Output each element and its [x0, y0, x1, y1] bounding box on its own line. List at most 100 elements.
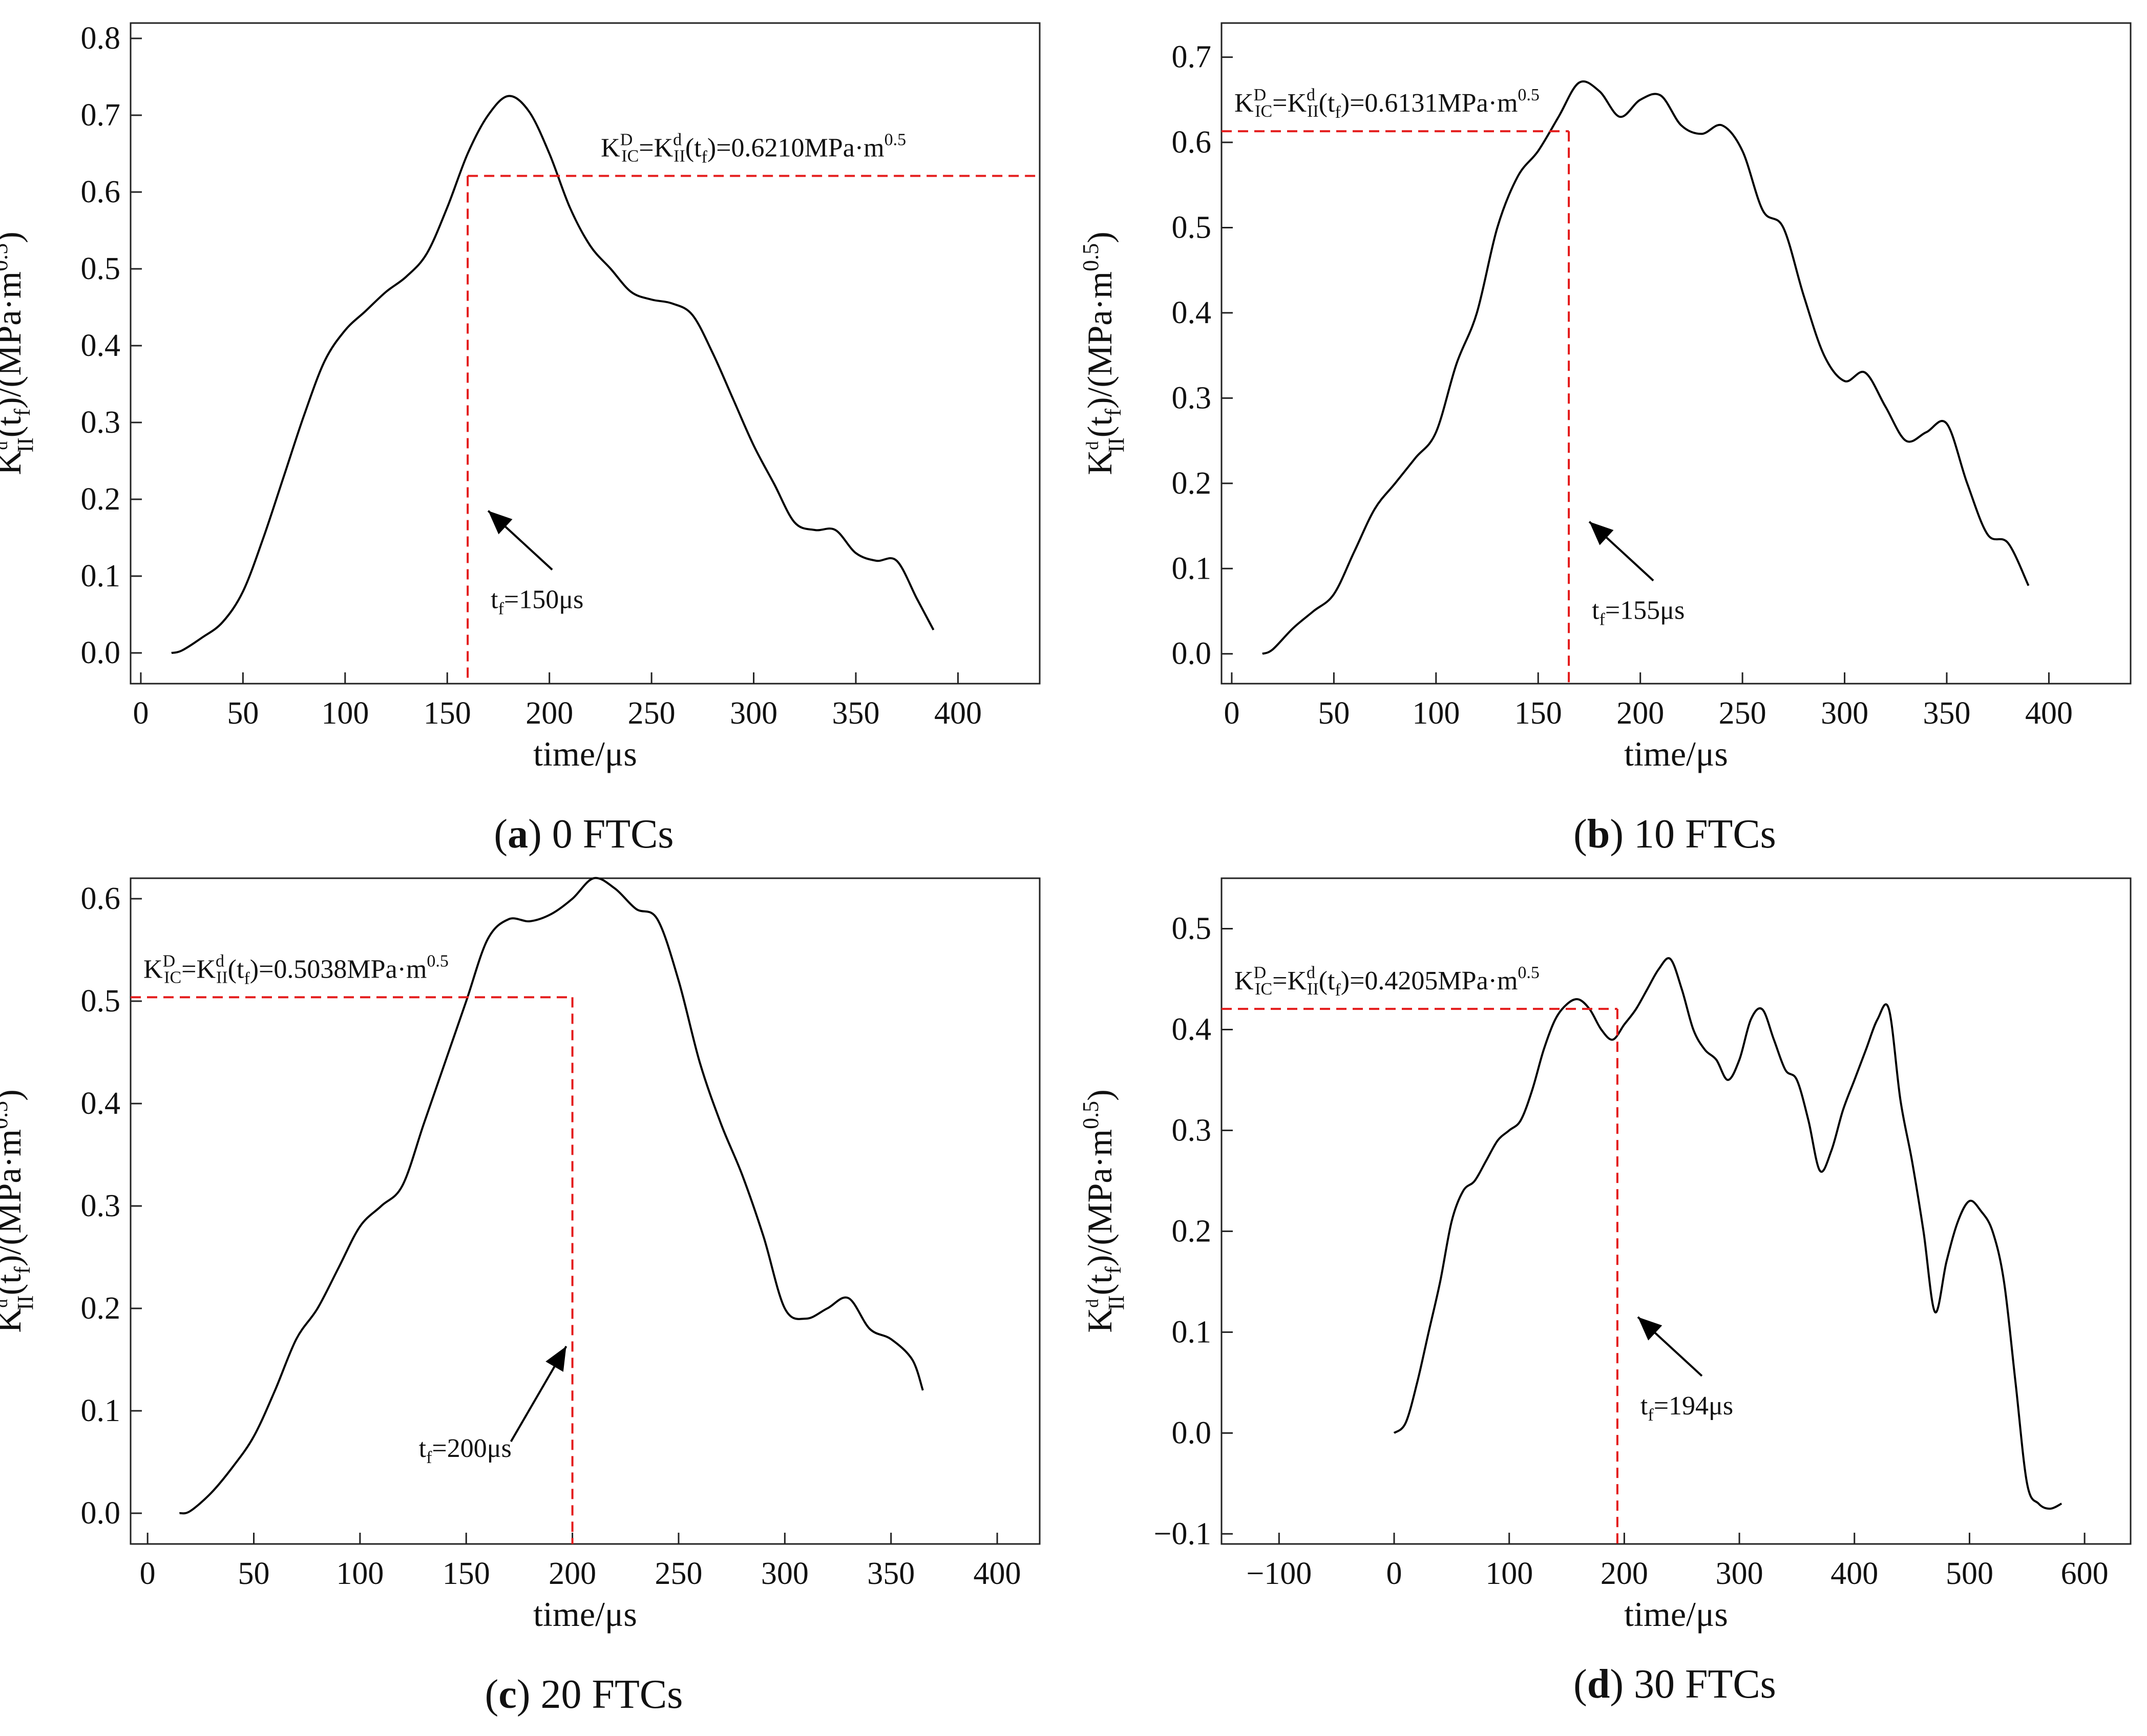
y-tick-label: 0.4 [81, 328, 121, 363]
plot-frame [1220, 877, 2132, 1545]
panel-caption: (b) 10 FTCs [1573, 812, 1776, 857]
x-tick-label: 50 [1318, 696, 1350, 731]
x-tick-label: 350 [832, 696, 880, 731]
y-axis-label: KdII(tf)/(MPa·m0.5) [1078, 231, 1129, 475]
y-tick-label: −0.1 [1154, 1516, 1211, 1551]
y-tick-label: 0.4 [81, 1086, 121, 1121]
y-tick-label: 0.3 [1172, 380, 1212, 415]
x-tick-label: 150 [1514, 696, 1562, 731]
series-line [179, 877, 924, 1515]
series-line [1262, 80, 2030, 655]
tf-annotation: tf=155μs [1592, 596, 1685, 629]
x-tick-label: 300 [730, 696, 777, 731]
arrow-head-icon [545, 1346, 566, 1372]
y-tick-label: 0.8 [81, 21, 121, 56]
x-tick-label: 400 [1830, 1556, 1878, 1591]
y-tick-label: 0.2 [81, 482, 121, 517]
plot-frame [1220, 22, 2132, 685]
chart-panel-c: 0 50 100 150 200 250 300 350 400 0.0 0.1 0.2 0.3 0.4 0… [0, 877, 1041, 1717]
y-tick-label: 0.5 [81, 251, 121, 286]
y-tick-label: 0.4 [1172, 295, 1212, 330]
x-axis-label: time/μs [533, 1595, 637, 1634]
x-tick-label: 100 [336, 1556, 384, 1591]
x-axis-label: time/μs [533, 734, 637, 773]
y-tick-label: 0.2 [1172, 466, 1212, 501]
x-tick-label: 0 [133, 696, 149, 731]
y-tick-label: 0.4 [1172, 1012, 1212, 1047]
y-tick-label: 0.7 [1172, 40, 1212, 75]
y-tick-label: 0.7 [81, 98, 121, 133]
chart-panel-b: 0 50 100 150 200 250 300 350 400 0.0 0.1 0.2 0.3 0.4 0… [1078, 22, 2132, 857]
x-tick-label: 300 [761, 1556, 809, 1591]
panel-caption: (d) 30 FTCs [1573, 1662, 1776, 1707]
x-tick-label: 300 [1716, 1556, 1763, 1591]
y-tick-label: 0.5 [81, 984, 121, 1019]
arrow-head-icon [1589, 521, 1614, 545]
x-tick-label: 50 [227, 696, 259, 731]
y-tick-label: 0.6 [1172, 125, 1212, 160]
kic-annotation: KD IC=Kd II(tf)=0.4205MPa·m0.5 [1234, 963, 1540, 1000]
x-tick-label: 200 [549, 1556, 596, 1591]
y-tick-label: 0.3 [81, 405, 121, 440]
x-axis-label: time/μs [1624, 734, 1728, 773]
arrow-head-icon [488, 511, 513, 535]
x-tick-label: 400 [934, 696, 982, 731]
x-tick-label: 250 [655, 1556, 702, 1591]
y-tick-label: 0.0 [81, 636, 121, 670]
x-tick-label: 350 [867, 1556, 915, 1591]
x-tick-label: 150 [443, 1556, 490, 1591]
x-tick-label: 250 [628, 696, 676, 731]
x-tick-label: 100 [1412, 696, 1460, 731]
x-axis-label: time/μs [1624, 1595, 1728, 1634]
panel-caption: (a) 0 FTCs [494, 812, 673, 857]
tf-annotation: tf=200μs [419, 1434, 512, 1467]
x-tick-label: 200 [1601, 1556, 1648, 1591]
series-line [171, 95, 935, 654]
x-tick-label: 50 [238, 1556, 270, 1591]
x-tick-label: 200 [525, 696, 573, 731]
y-axis-label: KdII(tf)/(MPa·m0.5) [1078, 1089, 1129, 1332]
panel-caption: (c) 20 FTCs [485, 1672, 683, 1717]
y-tick-label: 0.1 [81, 559, 121, 594]
tf-annotation: tf=194μs [1640, 1391, 1733, 1425]
y-tick-label: 0.5 [1172, 911, 1212, 946]
y-tick-label: 0.6 [81, 175, 121, 209]
x-tick-label: 400 [974, 1556, 1021, 1591]
plot-frame [130, 877, 1041, 1545]
x-tick-label: 200 [1616, 696, 1664, 731]
x-tick-label: 0 [1224, 696, 1239, 731]
y-tick-label: 0.5 [1172, 210, 1212, 245]
x-tick-label: 600 [2061, 1556, 2109, 1591]
x-tick-label: 300 [1821, 696, 1868, 731]
y-tick-label: 0.2 [1172, 1214, 1212, 1248]
x-tick-label: 100 [1485, 1556, 1533, 1591]
kic-annotation: KD IC=Kd II(tf)=0.5038MPa·m0.5 [143, 951, 449, 988]
y-tick-label: 0.6 [81, 881, 121, 916]
tf-annotation: tf=150μs [491, 585, 583, 619]
kic-annotation: KD IC=Kd II(tf)=0.6131MPa·m0.5 [1234, 86, 1540, 122]
kic-annotation: KD IC=Kd II(tf)=0.6210MPa·m0.5 [601, 131, 906, 167]
x-tick-label: 500 [1946, 1556, 1993, 1591]
y-tick-label: 0.3 [1172, 1113, 1212, 1148]
y-tick-label: 0.1 [1172, 551, 1212, 586]
x-tick-label: 100 [321, 696, 369, 731]
y-tick-label: 0.1 [1172, 1315, 1212, 1349]
y-tick-label: 0.3 [81, 1189, 121, 1223]
arrow-head-icon [1637, 1317, 1662, 1341]
x-tick-label: 250 [1719, 696, 1766, 731]
y-axis-label: KdII(tf)/(MPa·m0.5) [0, 1089, 38, 1332]
chart-panel-d: −100 0 100 200 300 400 500 600 −0.1 0.0 0.1 0.2 0.3 0… [1078, 877, 2132, 1707]
x-tick-label: −100 [1246, 1556, 1312, 1591]
x-tick-label: 0 [140, 1556, 156, 1591]
chart-panel-a: 0 50 100 150 200 250 300 350 400 0.0 0.1 0.2 0.3 0.4 0… [0, 21, 1041, 857]
x-tick-label: 0 [1386, 1556, 1402, 1591]
x-tick-label: 150 [424, 696, 471, 731]
y-tick-label: 0.1 [81, 1393, 121, 1428]
y-tick-label: 0.0 [1172, 637, 1212, 671]
x-tick-label: 350 [1923, 696, 1971, 731]
plot-frame [130, 22, 1041, 685]
y-tick-label: 0.0 [1172, 1415, 1212, 1450]
y-tick-label: 0.0 [81, 1496, 121, 1531]
